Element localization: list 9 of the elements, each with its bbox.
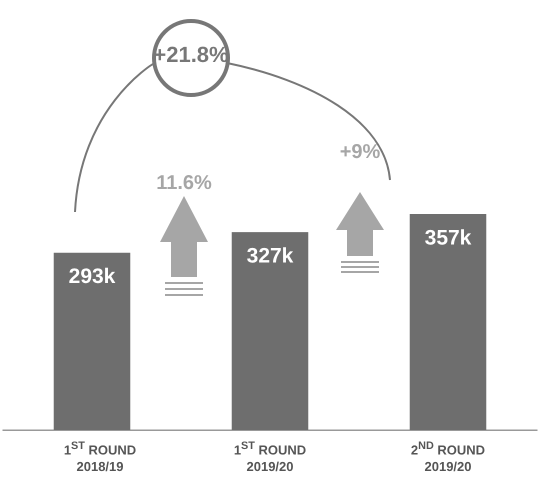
x-tick-label: 2$^{ND}$ ROUND 2019/20 [410, 439, 486, 476]
data-label: 327k [246, 244, 294, 268]
text: +9% [338, 141, 382, 164]
x-tick-label: 1$^{ST}$ ROUND 2018/19 [62, 439, 138, 476]
data-label: 357k [424, 226, 472, 250]
data-label: 293k [68, 265, 116, 288]
text: 11.6% [155, 172, 213, 195]
x-tick-label: 1$^{ST}$ ROUND 2019/20 [232, 439, 308, 476]
text: +21.8% [152, 42, 230, 68]
